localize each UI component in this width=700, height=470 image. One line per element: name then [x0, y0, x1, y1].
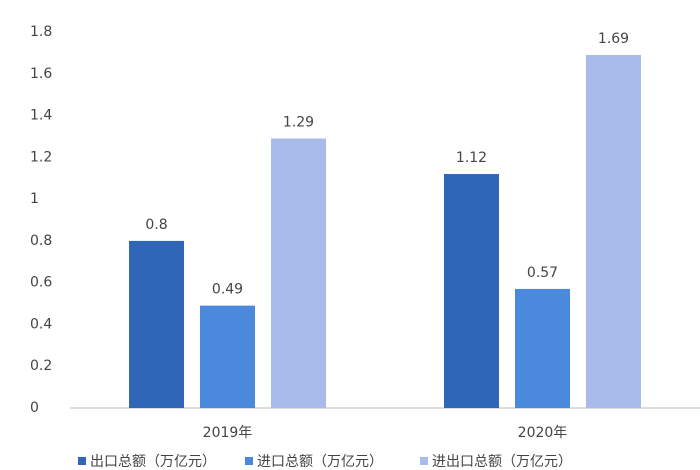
y-tick-label: 0.8: [30, 233, 52, 249]
y-tick-label: 1.4: [30, 108, 52, 124]
data-label: 0.49: [212, 282, 243, 298]
y-tick-label: 0.6: [30, 275, 52, 291]
y-tick-label: 1.8: [30, 24, 52, 40]
legend-swatch: [245, 457, 253, 465]
legend-label: 进口总额（万亿元）: [257, 454, 383, 470]
bar: [515, 288, 570, 408]
y-tick-label: 1.6: [30, 66, 52, 82]
bar: [586, 54, 641, 408]
y-tick-label: 0.4: [30, 316, 52, 332]
x-tick-label: 2020年: [518, 425, 568, 441]
x-tick-label: 2019年: [203, 425, 253, 441]
bar: [200, 305, 255, 408]
bar: [129, 240, 184, 408]
y-tick-label: 0.2: [30, 358, 52, 374]
y-tick-label: 0: [30, 400, 39, 416]
bar: [271, 138, 326, 409]
data-label: 1.12: [456, 150, 487, 166]
legend-label: 进出口总额（万亿元）: [432, 454, 572, 470]
y-tick-label: 1.2: [30, 149, 52, 165]
y-tick-label: 1: [30, 191, 39, 207]
bar: [444, 174, 499, 408]
legend-swatch: [78, 457, 86, 465]
legend-label: 出口总额（万亿元）: [90, 454, 216, 470]
data-label: 0.8: [145, 217, 167, 233]
data-label: 0.57: [527, 265, 558, 281]
data-label: 1.69: [598, 31, 629, 47]
data-label: 1.29: [283, 115, 314, 131]
legend-swatch: [420, 457, 428, 465]
